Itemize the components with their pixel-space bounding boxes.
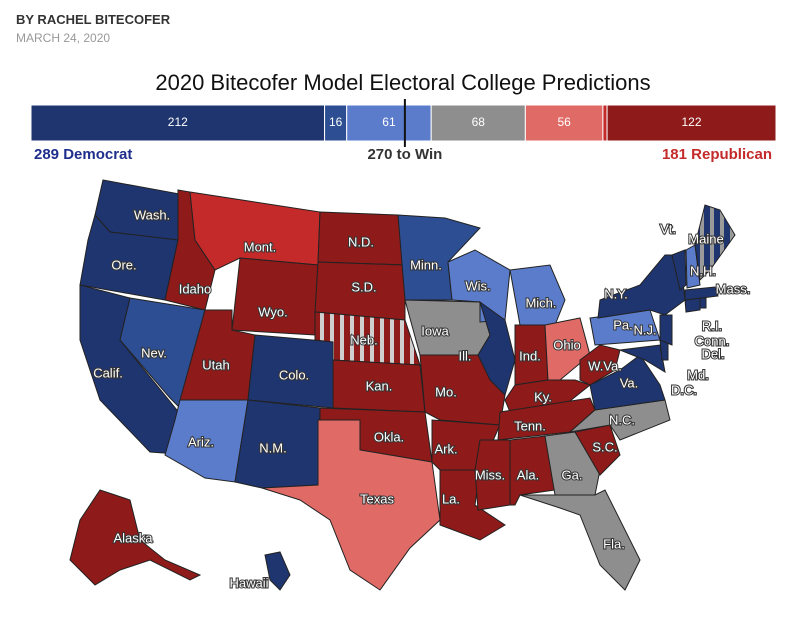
state-label: Mont. — [244, 239, 277, 254]
state-label: Fla. — [603, 536, 625, 551]
state-label: Kan. — [366, 378, 393, 393]
state-label: Mo. — [435, 384, 457, 399]
state — [544, 317, 591, 381]
state-label: Del. — [701, 346, 724, 361]
state-label: Iowa — [421, 323, 449, 338]
state — [685, 244, 701, 289]
rep-total: 181 Republican — [662, 146, 772, 163]
state — [544, 431, 601, 496]
win-label: 270 to Win — [367, 146, 442, 163]
state-label: Ind. — [519, 348, 541, 363]
dem-total: 289 Democrat — [34, 146, 132, 163]
segment-label: 212 — [168, 115, 188, 129]
state — [477, 300, 516, 396]
state-label: Ky. — [534, 389, 552, 404]
state-label: Vt. — [660, 221, 676, 236]
bar-segment — [30, 104, 326, 142]
state — [69, 489, 202, 586]
state — [519, 489, 641, 591]
state-label: Utah — [202, 357, 229, 372]
state-label: Okla. — [374, 429, 404, 444]
state-label: Wyo. — [258, 304, 288, 319]
state — [119, 297, 206, 409]
state-label: N.H. — [690, 263, 716, 278]
segment-label: 61 — [382, 115, 396, 129]
state — [509, 264, 566, 326]
state-label: Wash. — [134, 207, 170, 222]
state-label: Maine — [688, 231, 723, 246]
state — [659, 314, 673, 346]
segment-label: 16 — [329, 115, 343, 129]
state-label: S.C. — [592, 439, 617, 454]
segment-label: 122 — [682, 115, 702, 129]
state — [264, 551, 291, 591]
state-label: Md. — [687, 367, 709, 382]
state-label: Pa. — [613, 317, 633, 332]
state-label: Idaho — [179, 281, 212, 296]
state — [261, 419, 441, 591]
state-label: Tenn. — [514, 418, 546, 433]
bar-segment — [346, 104, 432, 142]
bar-segment — [602, 104, 608, 142]
state-label: Miss. — [475, 467, 505, 482]
state — [619, 344, 666, 373]
state-label: Ohio — [553, 337, 580, 352]
state-label: Texas — [360, 491, 394, 506]
state-label: Minn. — [410, 257, 442, 272]
state — [189, 191, 321, 271]
state-label: Va. — [620, 375, 639, 390]
state — [589, 354, 666, 411]
state-label: S.D. — [351, 279, 376, 294]
state-label: La. — [442, 491, 460, 506]
state — [694, 204, 736, 282]
byline: BY RACHEL BITECOFER — [16, 12, 171, 27]
state-label: Ariz. — [188, 434, 214, 449]
state — [474, 439, 511, 511]
date: MARCH 24, 2020 — [16, 31, 111, 45]
state-label: Alaska — [113, 530, 153, 545]
chart-title: 2020 Bitecofer Model Electoral College P… — [155, 70, 650, 95]
state-label: D.C. — [671, 382, 697, 397]
state-label: Neb. — [350, 332, 377, 347]
segment-label: 68 — [472, 115, 486, 129]
state-label: Ark. — [434, 441, 457, 456]
bar-segment — [606, 104, 777, 142]
state-label: Calif. — [93, 365, 123, 380]
bar-segment — [430, 104, 526, 142]
state — [684, 286, 719, 301]
state-label: Ga. — [562, 467, 583, 482]
state-label: Mass. — [716, 281, 751, 296]
state-label: N.Y. — [604, 286, 628, 301]
state-label: Wis. — [465, 278, 490, 293]
state-label: N.M. — [259, 440, 286, 455]
state-label: W.Va. — [588, 358, 622, 373]
state-label: N.C. — [609, 412, 635, 427]
state-label: R.I. — [702, 318, 722, 333]
state-label: N.D. — [348, 234, 374, 249]
state — [699, 297, 707, 309]
segment-label: 56 — [557, 115, 571, 129]
state — [671, 249, 687, 291]
state-label: N.J. — [633, 322, 656, 337]
state — [231, 257, 319, 336]
state-label: Mich. — [525, 295, 556, 310]
state-label: Ore. — [111, 257, 136, 272]
state-label: Hawaii — [229, 575, 268, 590]
state-label: Conn. — [695, 333, 730, 348]
state-label: Ill. — [459, 348, 472, 363]
state-label: Nev. — [141, 345, 167, 360]
state-label: Ala. — [517, 467, 539, 482]
state-label: Colo. — [279, 367, 309, 382]
